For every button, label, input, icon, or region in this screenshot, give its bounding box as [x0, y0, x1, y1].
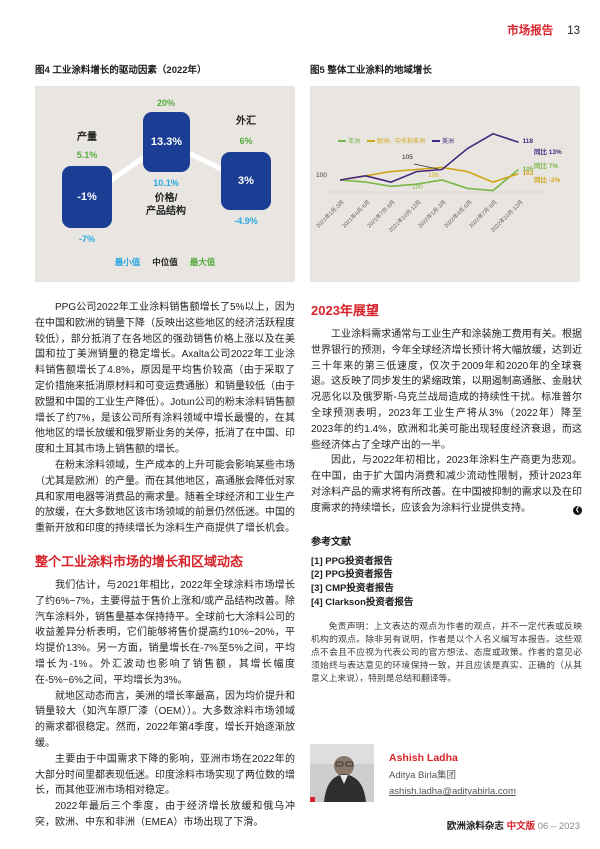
reference-item: [2] PPG投资者报告 — [311, 569, 393, 581]
fig5-legend-item: 亚洲 — [338, 136, 360, 145]
paragraph: 因此，与2022年初相比，2023年涂料生产商更为悲观。在中国，由于扩大国内消费… — [311, 453, 582, 516]
legend-label: 美洲 — [442, 139, 455, 145]
paragraph: 在粉末涂料领域，生产成本的上升可能会影响某些市场（尤其是欧洲）的产量。而在其他地… — [35, 459, 295, 535]
fig5-annotation-asia: 100 — [412, 184, 423, 191]
section-heading-market-growth: 整个工业涂料市场的增长和区域动态 — [35, 553, 244, 569]
fig5-chart: 亚洲 欧洲、中东和非洲 美洲 100 105 106 100 118 同比 13% 10… — [310, 86, 580, 282]
fig5-legend-item: 美洲 — [432, 136, 454, 145]
fig4-category-volume: 产量 — [77, 132, 97, 143]
section-tag: 市场报告 — [507, 25, 554, 37]
paragraph: 主要由于中国需求下降的影响，亚洲市场在2022年的大部分时间里都表现低迷。印度涂… — [35, 753, 295, 797]
fig4-legend-max: 最大值 — [189, 257, 216, 267]
references-heading: 参考文献 — [311, 536, 351, 548]
legend-dash-icon — [338, 139, 346, 142]
author-photo — [310, 744, 374, 802]
legend-label: 亚洲 — [348, 139, 361, 145]
right-column: 2023年展望 工业涂料需求通常与工业生产和涂装施工费用有关。根据世界银行的预测… — [311, 300, 582, 831]
paragraph: 2022年最后三个季度，由于经济增长放缓和俄乌冲突，欧洲、中东和非洲（EMEA）… — [35, 801, 295, 828]
author-email-link[interactable]: ashish.ladha@adityabirla.com — [389, 786, 516, 797]
fig4-legend: 最小值 中位值 最大值 — [35, 256, 295, 268]
paragraph: 就地区动态而言，美洲的增长率最高，因为均价提升和销量较大（如汽车原厂漆（OEM）… — [35, 690, 295, 749]
section-heading-outlook: 2023年展望 — [311, 303, 379, 318]
fig5-end-value-label: 118 — [522, 138, 534, 146]
fig5-caption: 图5 整体工业涂料的地域增长 — [310, 65, 432, 76]
fig4-price-min: 10.1% — [153, 178, 179, 188]
end-of-article-icon: ❮ — [573, 505, 582, 515]
fig4-legend-median: 中位值 — [152, 257, 178, 267]
page-number: 13 — [567, 25, 580, 37]
author-block: Ashish Ladha Aditya Birla集团 ashish.ladha… — [310, 744, 581, 802]
page-header: 市场报告 13 — [507, 22, 580, 38]
paragraph: 我们估计，与2021年相比，2022年全球涂料市场增长了约6%~7%，主要得益于… — [35, 579, 295, 686]
fig4-category-price: 价格/ 产品结构 — [146, 193, 186, 217]
fig5-line-plot — [324, 132, 550, 193]
fig4-price-max: 20% — [156, 98, 175, 108]
fig4-volume-median-box: -1% — [62, 166, 112, 228]
legend-dash-icon — [367, 139, 376, 142]
author-name: Ashish Ladha — [389, 752, 458, 764]
page-footer: 欧洲涂料杂志 中文版 06 – 2023 — [447, 818, 580, 832]
author-organization: Aditya Birla集团 — [389, 770, 457, 781]
fig4-price-median-box: 13.3% — [143, 112, 190, 172]
magazine-name: 欧洲涂料杂志 — [446, 821, 504, 832]
article-columns: PPG公司2022年工业涂料销售额增长了5%以上，因为在中国和欧洲的销量下降（反… — [35, 300, 582, 831]
fig5-legend-item: 欧洲、中东和非洲 — [367, 136, 425, 145]
fig4-caption: 图4 工业涂料增长的驱动因素（2022年） — [35, 65, 207, 76]
reference-item: [4] Clarkson投资者报告 — [311, 596, 414, 608]
disclaimer-text: 免责声明：上文表达的观点为作者的观点，并不一定代表或反映机构的观点。除非另有说明… — [311, 620, 582, 684]
fig4-forex-median-box: 3% — [221, 152, 271, 210]
legend-label: 欧洲、中东和非洲 — [377, 139, 426, 145]
fig4-forex-min: -4.9% — [234, 216, 258, 226]
fig4-volume-min: -7% — [78, 234, 95, 244]
photo-corner-accent — [310, 797, 315, 802]
author-portrait-image — [310, 744, 374, 802]
fig4-forex-max: 6% — [239, 136, 253, 146]
reference-item: [3] CMP投资者报告 — [311, 583, 394, 595]
edition-label: 中文版 — [506, 821, 536, 832]
fig5-yoy-label: 同比 7% — [534, 163, 559, 170]
issue-number: 06 – 2023 — [537, 821, 580, 832]
fig4-legend-min: 最小值 — [114, 257, 141, 267]
references-list: [1] PPG投资者报告 [2] PPG投资者报告 [3] CMP投资者报告 [… — [311, 555, 582, 610]
fig4-volume-max: 5.1% — [76, 150, 98, 160]
fig5-annotation-americas: 105 — [402, 154, 413, 161]
fig5-end-value-label: 105 — [522, 165, 534, 173]
fig5-annotation-start: 100 — [316, 172, 327, 179]
fig5-legend: 亚洲 欧洲、中东和非洲 美洲 — [338, 136, 454, 145]
paragraph: PPG公司2022年工业涂料销售额增长了5%以上，因为在中国和欧洲的销量下降（反… — [35, 302, 295, 456]
fig4-chart: 产量 5.1% -1% -7% 20% 13.3% 10.1% 价格/ 产品结构… — [35, 86, 295, 282]
paragraph: 工业涂料需求通常与工业生产和涂装施工费用有关。根据世界银行的预测，今年全球经济增… — [311, 329, 582, 451]
reference-item: [1] PPG投资者报告 — [311, 555, 393, 567]
fig4-category-forex: 外汇 — [236, 116, 256, 127]
left-column: PPG公司2022年工业涂料销售额增长了5%以上，因为在中国和欧洲的销量下降（反… — [35, 300, 295, 831]
legend-dash-icon — [432, 139, 441, 142]
fig5-annotation-emea: 106 — [428, 172, 439, 179]
paragraph-text: 因此，与2022年初相比，2023年涂料生产商更为悲观。在中国，由于扩大国内消费… — [311, 455, 582, 514]
fig5-yoy-label: 同比 -2% — [534, 177, 561, 184]
fig5-end-value-label: 103 — [522, 169, 534, 177]
author-info: Ashish Ladha Aditya Birla集团 ashish.ladha… — [389, 744, 516, 802]
fig5-yoy-label: 同比 13% — [534, 149, 562, 156]
